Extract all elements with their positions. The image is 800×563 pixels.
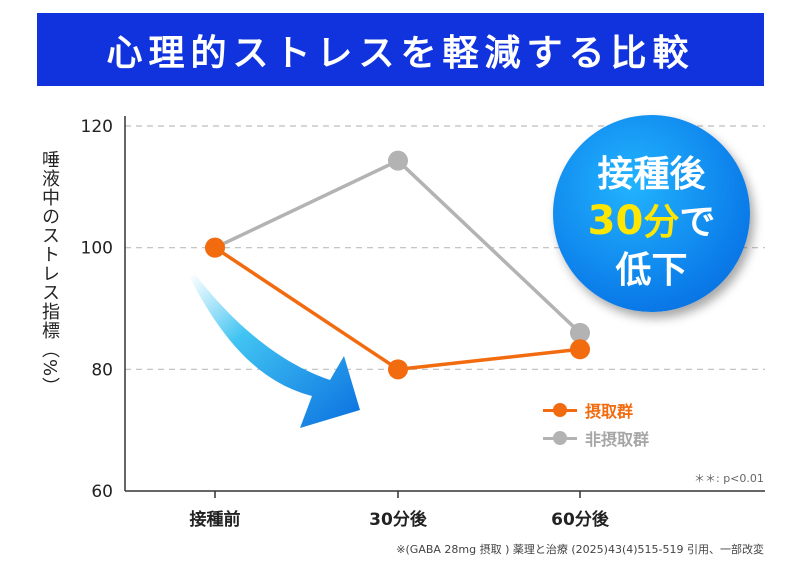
callout-line1: 接種後: [597, 154, 706, 195]
legend: 摂取群 非摂取群: [543, 396, 649, 452]
callout-line3: 低下: [615, 250, 688, 291]
y-tick-label-80: 80: [91, 360, 113, 380]
series-0-point-1: [388, 359, 408, 380]
legend-marker-intake: [543, 403, 577, 417]
series-0-point-2: [570, 339, 590, 360]
legend-marker-non-intake: [543, 431, 577, 445]
legend-label-non-intake: 非摂取群: [585, 430, 650, 449]
series-line-1: [214, 158, 582, 335]
legend-item-non-intake: 非摂取群: [543, 424, 649, 452]
decrease-arrow: [190, 274, 360, 428]
callout-particle: で: [679, 202, 716, 243]
source-footnote: ※(GABA 28mg 摂取 ) 薬理と治療 (2025)43(4)515-51…: [396, 543, 764, 556]
callout-bubble: 接種後 30分で 低下: [553, 115, 750, 312]
series-0-point-0: [205, 237, 225, 258]
callout-number: 30: [587, 198, 644, 244]
y-tick-label-120: 120: [81, 117, 113, 137]
x-tick-label-1: 30分後: [369, 509, 428, 530]
x-tick-label-0: 接種前: [190, 509, 241, 530]
chart-title: 心理的ストレスを軽減する比較: [106, 32, 695, 74]
callout-unit: 分: [643, 202, 680, 243]
series-1-point-2: [570, 322, 590, 343]
title-banner: 心理的ストレスを軽減する比較: [37, 13, 764, 86]
legend-label-intake: 摂取群: [585, 402, 634, 421]
series-1-point-1: [388, 150, 408, 171]
callout-line2: 30分で: [553, 193, 750, 245]
legend-item-intake: 摂取群: [543, 396, 649, 424]
y-tick-label-60: 60: [91, 482, 113, 502]
significance-note: ＊＊: p<0.01: [694, 472, 764, 485]
y-tick-label-100: 100: [81, 239, 113, 259]
y-axis-label: 唾液中のストレス指標（%）: [39, 150, 60, 397]
x-tick-label-2: 60分後: [551, 509, 610, 530]
